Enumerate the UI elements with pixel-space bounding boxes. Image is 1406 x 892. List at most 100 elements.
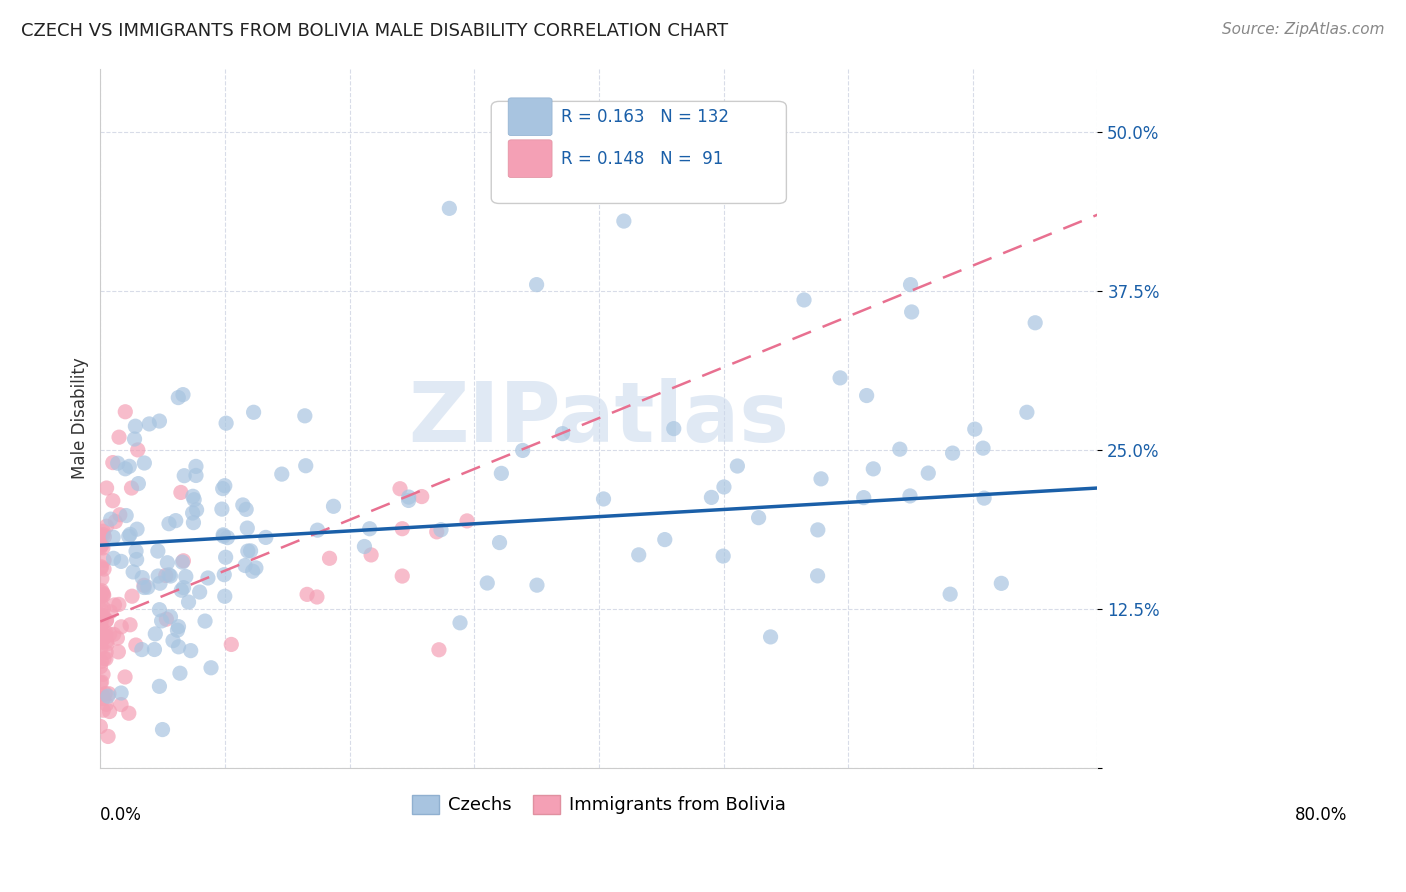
Point xyxy=(157,567,180,582)
Point xyxy=(93,631,115,645)
Point xyxy=(118,529,141,543)
Point xyxy=(359,522,381,536)
Point xyxy=(132,578,155,592)
Point xyxy=(125,638,148,652)
Point xyxy=(165,514,187,528)
Point xyxy=(103,598,125,612)
Point xyxy=(94,625,117,640)
Point xyxy=(127,476,149,491)
Point xyxy=(162,633,184,648)
Point xyxy=(830,371,852,385)
Point xyxy=(93,608,115,623)
Point xyxy=(127,442,149,457)
Point xyxy=(713,151,735,165)
Point xyxy=(89,528,111,542)
Point xyxy=(89,719,111,733)
Point xyxy=(1015,405,1038,419)
Point xyxy=(551,426,574,441)
Point xyxy=(1024,316,1046,330)
Point xyxy=(411,490,433,504)
FancyBboxPatch shape xyxy=(508,140,553,178)
Point xyxy=(725,458,748,473)
Point xyxy=(146,569,169,583)
Point xyxy=(322,500,344,514)
Point xyxy=(108,508,131,522)
Point xyxy=(166,623,188,637)
Point xyxy=(477,576,499,591)
Point xyxy=(183,516,205,530)
Point xyxy=(177,595,200,609)
Point xyxy=(146,544,169,558)
Point xyxy=(214,550,236,565)
Point xyxy=(90,655,112,669)
Point xyxy=(159,569,181,583)
Point xyxy=(862,462,884,476)
Point xyxy=(125,552,148,566)
Point xyxy=(212,528,235,542)
Point xyxy=(426,524,449,539)
Point xyxy=(242,405,264,419)
Point xyxy=(212,567,235,582)
Y-axis label: Male Disability: Male Disability xyxy=(72,357,89,479)
Point xyxy=(173,468,195,483)
Point xyxy=(170,485,193,500)
Point xyxy=(90,641,112,656)
Point xyxy=(122,565,145,579)
Point xyxy=(939,587,962,601)
Point xyxy=(90,585,112,599)
FancyBboxPatch shape xyxy=(491,102,786,203)
Point xyxy=(104,515,127,529)
Point xyxy=(188,585,211,599)
Point xyxy=(143,627,166,641)
Point xyxy=(91,632,114,647)
Point xyxy=(91,703,114,717)
Point xyxy=(239,544,262,558)
Point xyxy=(93,553,115,567)
Point xyxy=(212,529,235,543)
Point xyxy=(90,561,112,575)
Point xyxy=(91,524,114,538)
Point xyxy=(307,523,329,537)
Point xyxy=(305,590,328,604)
Point xyxy=(115,508,138,523)
Point xyxy=(150,614,173,628)
Point xyxy=(93,562,115,576)
Point xyxy=(172,554,194,568)
Point xyxy=(270,467,292,482)
Point xyxy=(125,522,148,536)
Point xyxy=(93,601,115,615)
Point xyxy=(214,589,236,603)
Point xyxy=(118,706,141,721)
Point xyxy=(89,675,111,690)
Point xyxy=(167,620,190,634)
Point xyxy=(89,538,111,552)
Point xyxy=(91,587,114,601)
Point xyxy=(120,617,142,632)
Point xyxy=(236,544,259,558)
Point xyxy=(94,629,117,643)
Point xyxy=(138,417,160,431)
Point xyxy=(114,462,136,476)
Point xyxy=(917,466,939,480)
Point xyxy=(526,578,548,592)
Point xyxy=(170,583,193,598)
Text: CZECH VS IMMIGRANTS FROM BOLIVIA MALE DISABILITY CORRELATION CHART: CZECH VS IMMIGRANTS FROM BOLIVIA MALE DI… xyxy=(21,22,728,40)
Point xyxy=(98,627,121,641)
Point xyxy=(91,527,114,541)
Point xyxy=(700,491,723,505)
Point xyxy=(96,637,118,651)
Point xyxy=(118,459,141,474)
Point xyxy=(353,540,375,554)
Text: 0.0%: 0.0% xyxy=(100,806,142,824)
Point xyxy=(110,554,132,568)
Point xyxy=(148,414,170,428)
Point xyxy=(107,456,129,470)
Point xyxy=(391,522,413,536)
Point xyxy=(245,561,267,575)
Point xyxy=(488,535,510,549)
Point xyxy=(89,659,111,673)
Point xyxy=(91,691,114,706)
Point xyxy=(215,416,238,430)
Point xyxy=(101,493,124,508)
Point xyxy=(430,523,453,537)
